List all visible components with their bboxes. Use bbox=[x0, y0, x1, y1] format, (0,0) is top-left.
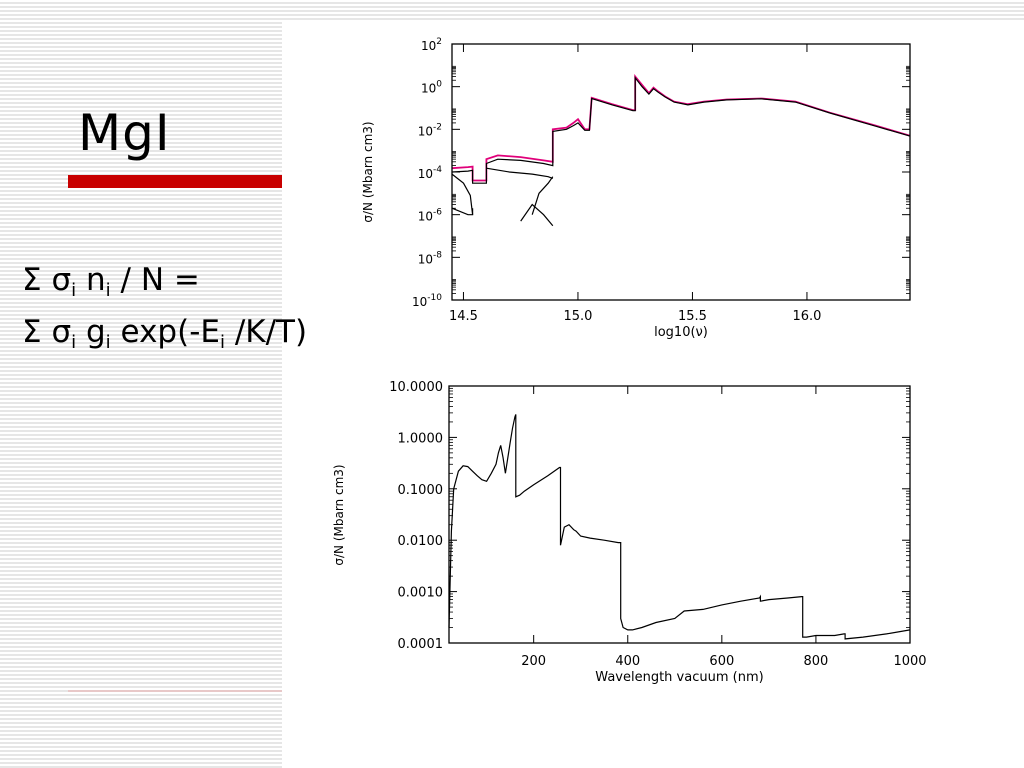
chart-0-frame bbox=[451, 43, 911, 301]
chart-1-xtick-label: 800 bbox=[804, 654, 829, 669]
chart-1-ytick-label: 0.0010 bbox=[398, 586, 444, 601]
sum-symbol: Σ bbox=[22, 314, 42, 350]
chart-1-ytick-label: 1.0000 bbox=[398, 431, 444, 446]
sigma-symbol: σ bbox=[51, 314, 72, 350]
striped-sidebar-background bbox=[0, 0, 282, 768]
chart-1-xtick-label: 200 bbox=[521, 654, 546, 669]
subscript-i: i bbox=[71, 332, 77, 353]
chart-0-ytick-label: 10-4 bbox=[418, 165, 443, 181]
chart-0-series-3 bbox=[451, 207, 474, 216]
chart-1-xlabel: Wavelength vacuum (nm) bbox=[595, 670, 763, 685]
formula-rest: /K/T) bbox=[234, 314, 308, 350]
chart-1-series-0 bbox=[448, 414, 911, 640]
title-accent-bar bbox=[68, 175, 282, 188]
chart-0-xlabel: log10(ν) bbox=[654, 325, 708, 340]
chart-1-ytick-label: 10.0000 bbox=[389, 380, 443, 395]
chart-0-ytick-label: 10-2 bbox=[418, 122, 442, 138]
chart-0-series-4 bbox=[486, 167, 554, 179]
formula-line-2: Σ σi gi exp(-Ei /K/T) bbox=[22, 314, 307, 353]
n-symbol: n bbox=[85, 262, 106, 298]
chart-1-ytick-label: 0.0100 bbox=[398, 534, 444, 549]
chart-1-frame bbox=[448, 385, 911, 644]
chart-1-xtick-label: 1000 bbox=[893, 654, 926, 669]
chart-0-series-1 bbox=[451, 76, 911, 184]
chart-0-ytick-label: 10-8 bbox=[418, 250, 443, 266]
chart-1-ylabel: σ/N (Mbarn cm3) bbox=[332, 464, 346, 565]
chart-1-ytick-label: 0.1000 bbox=[398, 483, 444, 498]
chart-0-ytick-label: 100 bbox=[421, 80, 442, 96]
chart-0-series-0 bbox=[451, 73, 911, 182]
chart-0-ylabel: σ/N (Mbarn cm3) bbox=[361, 121, 375, 222]
formula-rest: / N = bbox=[120, 262, 200, 298]
chart-1-xtick-label: 400 bbox=[615, 654, 640, 669]
chart-0-xtick-label: 15.5 bbox=[678, 309, 707, 324]
formula-line-1: Σ σi ni / N = bbox=[22, 262, 200, 301]
chart-wavelength-cross-section: 200 400 600 800 1000 0.0001 0.0010 0.0100 0.1000… bbox=[332, 380, 927, 685]
chart-0-xtick-label: 15.0 bbox=[563, 309, 592, 324]
chart-0-xtick-label: 16.0 bbox=[792, 309, 821, 324]
g-symbol: g bbox=[85, 314, 106, 350]
subscript-i: i bbox=[71, 280, 77, 301]
chart-1-ytick-label: 0.0001 bbox=[398, 637, 444, 652]
chart-0-ytick-label: 10-6 bbox=[418, 208, 443, 224]
chart-0-ytick-label: 10-10 bbox=[412, 293, 442, 309]
chart-0-ytick-label: 102 bbox=[421, 37, 442, 53]
chart-1-xtick-label: 600 bbox=[709, 654, 734, 669]
subscript-i: i bbox=[105, 332, 111, 353]
exp-term: exp(-E bbox=[120, 314, 220, 350]
chart-0-series-5 bbox=[531, 176, 554, 215]
chart-0-xtick-label: 14.5 bbox=[449, 309, 478, 324]
sum-symbol: Σ bbox=[22, 262, 42, 298]
sigma-symbol: σ bbox=[51, 262, 72, 298]
subscript-i: i bbox=[219, 332, 225, 353]
chart-0-series-2 bbox=[451, 173, 474, 215]
footer-divider bbox=[68, 690, 282, 692]
slide-title: MgI bbox=[78, 104, 171, 162]
striped-top-background bbox=[282, 0, 1024, 20]
chart-frequency-cross-section: 14.5 15.0 15.5 16.0 10-10 10-8 10-6 10-4 10-2 100… bbox=[361, 37, 911, 340]
subscript-i: i bbox=[105, 280, 111, 301]
chart-0-series-6 bbox=[520, 203, 554, 227]
